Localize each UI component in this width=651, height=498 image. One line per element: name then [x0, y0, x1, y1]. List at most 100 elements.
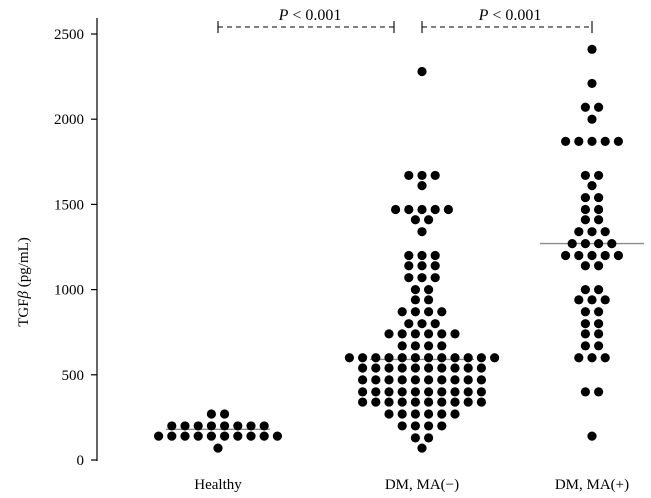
data-point-dm-ma-90 [417, 261, 427, 271]
data-point-dm-ma-21 [463, 397, 473, 407]
data-point-dm-ma-46 [613, 136, 624, 146]
data-point-dm-ma-41 [463, 375, 473, 385]
data-point-healthy-3 [180, 431, 190, 441]
data-point-dm-ma-32 [476, 387, 486, 397]
data-point-dm-ma-45 [384, 363, 394, 373]
data-point-dm-ma-50 [587, 78, 597, 89]
data-point-dm-ma-22 [574, 250, 584, 261]
data-point-dm-ma-100 [417, 204, 427, 215]
data-point-dm-ma-76 [417, 319, 427, 329]
data-point-dm-ma-78 [397, 307, 407, 317]
data-point-dm-ma-38 [594, 192, 604, 203]
data-point-dm-ma-13 [594, 307, 604, 317]
data-point-dm-ma-5 [600, 353, 610, 363]
data-point-dm-ma-36 [397, 375, 407, 385]
data-point-dm-ma-104 [404, 170, 414, 181]
data-point-dm-ma-52 [476, 363, 486, 373]
data-point-dm-ma-33 [580, 215, 591, 225]
data-point-dm-ma-20 [594, 261, 604, 271]
y-axis-label-prefix: TGF [16, 298, 32, 326]
data-point-dm-ma-31 [463, 387, 473, 397]
data-point-dm-ma-58 [410, 353, 420, 363]
y-tick-label-0: 0 [77, 453, 85, 469]
data-point-dm-ma-83 [424, 295, 434, 305]
data-point-healthy-7 [233, 431, 243, 441]
data-point-dm-ma-51 [463, 363, 473, 373]
data-point-dm-ma-27 [580, 238, 591, 249]
data-point-dm-ma-98 [391, 204, 401, 215]
data-point-dm-ma-5 [424, 421, 434, 431]
data-point-dm-ma-63 [476, 353, 486, 363]
y-axis-ticks: 0 500 1000 1500 2000 2500 [54, 27, 97, 469]
data-point-dm-ma-26 [567, 238, 577, 249]
data-point-dm-ma-103 [417, 181, 427, 191]
data-point-dm-ma-11 [437, 409, 447, 419]
data-point-dm-ma-87 [417, 273, 427, 283]
y-axis-label-suffix: (pg/mL) [16, 237, 32, 291]
data-point-dm-ma-49 [437, 363, 447, 373]
data-point-dm-ma-88 [430, 273, 440, 283]
data-point-dm-ma-51 [587, 44, 597, 54]
data-point-dm-ma-6 [437, 421, 447, 431]
data-point-dm-ma-14 [574, 295, 584, 305]
data-point-dm-ma-25 [384, 387, 394, 397]
data-point-dm-ma-96 [410, 215, 420, 225]
data-point-dm-ma-30 [450, 387, 460, 397]
data-point-dm-ma-49 [594, 102, 604, 112]
data-point-healthy-19 [206, 409, 216, 419]
y-axis-label: TGFβ (pg/mL) [16, 237, 32, 327]
data-point-dm-ma-39 [437, 375, 447, 385]
data-point-dm-ma-19 [580, 261, 591, 271]
data-point-dm-ma-19 [437, 397, 447, 407]
data-point-dm-ma-36 [594, 204, 604, 215]
data-point-dm-ma-7 [384, 409, 394, 419]
y-tick-label-1000: 1000 [54, 283, 84, 299]
data-point-healthy-15 [220, 421, 230, 431]
data-point-dm-ma-21 [561, 250, 571, 261]
data-point-dm-ma-10 [580, 319, 591, 329]
data-point-dm-ma-95 [417, 227, 427, 237]
data-point-healthy-14 [206, 421, 216, 431]
data-point-dm-ma-54 [358, 353, 368, 363]
data-point-dm-ma-18 [424, 397, 434, 407]
data-points [154, 44, 624, 453]
data-point-dm-ma-42 [476, 375, 486, 385]
data-point-dm-ma-0 [587, 431, 597, 441]
data-point-dm-ma-35 [384, 375, 394, 385]
data-point-dm-ma-50 [450, 363, 460, 373]
data-point-dm-ma-55 [371, 353, 381, 363]
data-point-healthy-11 [167, 421, 177, 431]
data-point-dm-ma-15 [384, 397, 394, 407]
data-point-dm-ma-4 [410, 421, 420, 431]
data-point-dm-ma-30 [574, 227, 584, 237]
data-point-dm-ma-44 [587, 136, 597, 146]
data-point-dm-ma-24 [600, 250, 610, 261]
data-point-healthy-17 [246, 421, 256, 431]
data-point-dm-ma-68 [437, 341, 447, 351]
y-tick-label-2500: 2500 [54, 27, 84, 43]
data-point-dm-ma-20 [450, 397, 460, 407]
data-point-dm-ma-59 [424, 353, 434, 363]
data-point-dm-ma-42 [561, 136, 571, 146]
data-point-dm-ma-11 [594, 319, 604, 329]
data-point-dm-ma-44 [371, 363, 381, 373]
data-point-healthy-5 [206, 431, 216, 441]
data-point-dm-ma-41 [594, 170, 604, 181]
data-point-dm-ma-8 [397, 409, 407, 419]
data-point-dm-ma-48 [424, 363, 434, 373]
data-point-dm-ma-47 [410, 363, 420, 373]
data-point-dm-ma-74 [450, 329, 460, 339]
data-point-healthy-8 [246, 431, 256, 441]
data-point-healthy-18 [259, 421, 269, 431]
data-point-dm-ma-93 [417, 250, 427, 261]
data-point-dm-ma-56 [384, 353, 394, 363]
data-point-dm-ma-106 [430, 170, 440, 181]
data-point-dm-ma-43 [574, 136, 584, 146]
data-point-dm-ma-89 [404, 261, 414, 271]
data-point-dm-ma-4 [587, 353, 597, 363]
data-point-healthy-1 [154, 431, 164, 441]
significance-label-1-p: P [278, 7, 289, 24]
data-point-dm-ma-94 [430, 250, 440, 261]
data-point-dm-ma-37 [580, 192, 591, 203]
data-point-dm-ma-8 [580, 329, 591, 339]
